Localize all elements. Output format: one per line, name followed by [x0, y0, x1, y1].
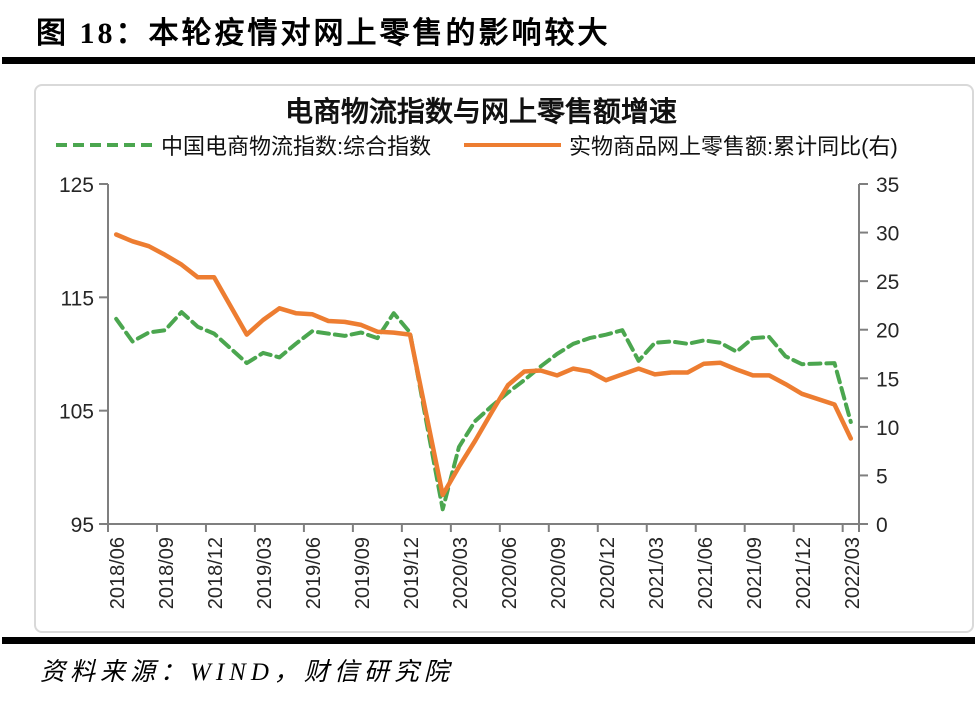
x-axis-tick-label: 2019/06: [303, 537, 325, 609]
x-axis-tick-label: 2019/03: [254, 537, 276, 609]
x-axis-tick-label: 2018/09: [156, 537, 178, 609]
top-divider: [2, 57, 975, 64]
x-axis-tick-label: 2020/12: [597, 537, 619, 609]
x-axis-tick-label: 2019/12: [401, 537, 423, 609]
dashed-line-swatch: [56, 143, 153, 147]
x-axis-tick-label: 2019/09: [352, 537, 374, 609]
right-axis-tick-label: 10: [876, 417, 899, 440]
chart-panel: 125 115 105 95 35 30 25 20 15 10 5 0 2018/06 2018/09 2…: [34, 84, 974, 633]
right-axis-tick-label: 15: [876, 368, 899, 391]
x-axis-tick-label: 2021/03: [646, 537, 668, 609]
chart-legend: 中国电商物流指数:综合指数 实物商品网上零售额:累计同比(右): [36, 128, 972, 162]
solid-line-swatch: [464, 143, 561, 147]
right-axis-tick-label: 35: [876, 174, 899, 197]
legend-item-online-retail: 实物商品网上零售额:累计同比(右): [464, 128, 898, 162]
figure-title: 图 18：本轮疫情对网上零售的影响较大: [36, 17, 611, 50]
x-axis-tick-label: 2021/12: [793, 537, 815, 609]
bottom-divider: [2, 637, 975, 644]
x-axis-tick-label: 2022/03: [842, 537, 864, 609]
left-axis-tick-label: 95: [71, 514, 94, 537]
source-note: 资料来源：WIND，财信研究院: [40, 659, 454, 686]
x-axis-tick-label: 2020/06: [499, 537, 521, 609]
right-axis-tick-label: 25: [876, 271, 899, 294]
legend-item-logistics-index: 中国电商物流指数:综合指数: [56, 128, 431, 162]
online-retail-growth-line: [113, 232, 854, 498]
left-axis-tick-label: 105: [59, 401, 94, 424]
right-axis-tick-label: 30: [876, 223, 899, 246]
x-axis-tick-label: 2018/12: [205, 537, 227, 609]
x-axis-tick-label: 2021/09: [744, 537, 766, 609]
right-axis-tick-label: 0: [876, 514, 888, 537]
x-axis-tick-label: 2020/03: [450, 537, 472, 609]
left-axis-tick-label: 115: [61, 287, 94, 310]
right-axis-tick-label: 20: [876, 320, 899, 343]
chart-title: 电商物流指数与网上零售额增速: [284, 96, 677, 127]
x-axis-tick-label: 2020/09: [548, 537, 570, 609]
right-axis-tick-label: 5: [876, 465, 888, 488]
left-axis-tick-label: 125: [59, 174, 94, 197]
legend-label: 中国电商物流指数:综合指数: [161, 134, 432, 159]
logistics-index-line: [114, 310, 853, 512]
x-axis-tick-label: 2018/06: [107, 537, 129, 609]
legend-label: 实物商品网上零售额:累计同比(右): [569, 134, 898, 159]
x-axis-tick-label: 2021/06: [695, 537, 717, 609]
